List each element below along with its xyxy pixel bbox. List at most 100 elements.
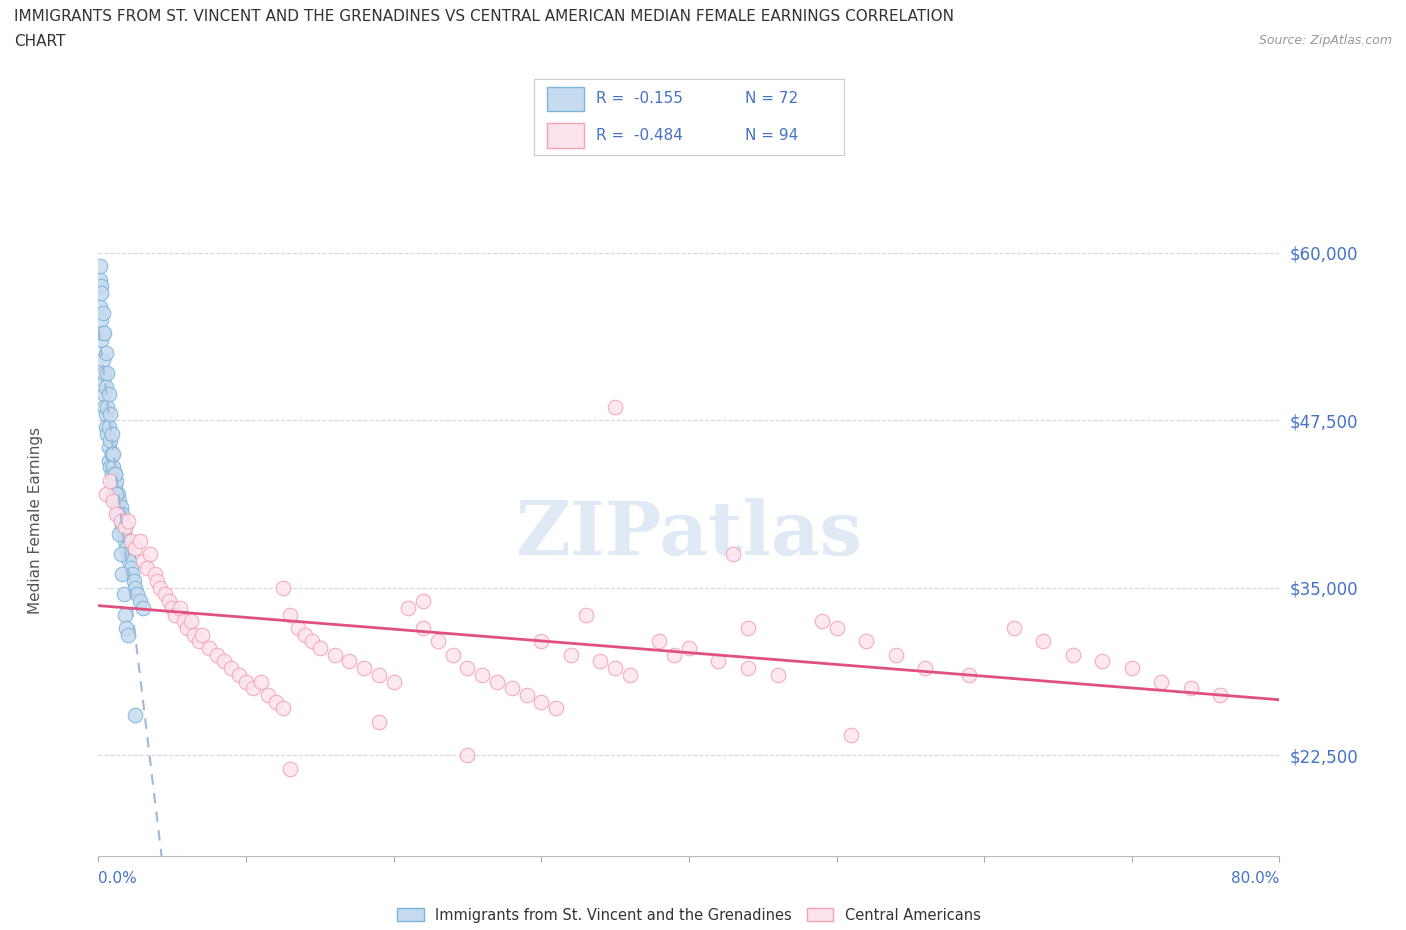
Point — [110, 513, 132, 528]
Point — [111, 507, 134, 522]
Point — [648, 634, 671, 649]
Point — [112, 526, 135, 541]
Point — [98, 406, 121, 421]
Point — [115, 620, 138, 635]
Point — [110, 500, 132, 515]
Point — [169, 601, 191, 616]
Point — [810, 614, 832, 629]
Point — [737, 660, 759, 675]
Point — [574, 607, 596, 622]
Point — [1032, 634, 1054, 649]
Point — [108, 493, 131, 508]
Point — [93, 400, 115, 415]
Point — [382, 674, 405, 689]
Point — [242, 681, 264, 696]
Point — [104, 467, 127, 482]
Point — [198, 641, 221, 656]
Point — [219, 660, 242, 675]
Point — [98, 433, 121, 448]
Point — [162, 601, 183, 616]
Point — [136, 560, 159, 575]
Point — [117, 513, 139, 528]
Point — [125, 587, 148, 602]
Point — [294, 627, 316, 642]
Point — [117, 627, 139, 642]
Point — [114, 520, 136, 535]
Point — [855, 634, 877, 649]
Point — [205, 647, 228, 662]
Point — [187, 634, 209, 649]
Point — [264, 694, 287, 709]
Text: IMMIGRANTS FROM ST. VINCENT AND THE GRENADINES VS CENTRAL AMERICAN MEDIAN FEMALE: IMMIGRANTS FROM ST. VINCENT AND THE GREN… — [14, 9, 955, 24]
Point — [103, 446, 125, 461]
Point — [94, 406, 117, 421]
Point — [1180, 681, 1202, 696]
Point — [110, 547, 132, 562]
Point — [180, 614, 202, 629]
Point — [149, 580, 172, 595]
Point — [173, 614, 195, 629]
Point — [191, 627, 214, 642]
Point — [721, 547, 744, 562]
Point — [278, 761, 302, 776]
Point — [97, 453, 120, 468]
Text: ZIPatlas: ZIPatlas — [516, 498, 862, 571]
Point — [103, 473, 125, 488]
Point — [128, 534, 150, 549]
Text: Source: ZipAtlas.com: Source: ZipAtlas.com — [1258, 34, 1392, 47]
Point — [94, 346, 117, 361]
Point — [619, 668, 641, 683]
Point — [309, 641, 332, 656]
Point — [412, 593, 434, 608]
Point — [96, 366, 118, 381]
Point — [91, 352, 114, 367]
Point — [114, 520, 136, 535]
Point — [486, 674, 509, 689]
Point — [530, 634, 553, 649]
Point — [1121, 660, 1143, 675]
Point — [97, 419, 120, 434]
Point — [678, 641, 700, 656]
Legend: Immigrants from St. Vincent and the Grenadines, Central Americans: Immigrants from St. Vincent and the Gren… — [392, 902, 986, 929]
Point — [132, 601, 155, 616]
Point — [91, 326, 114, 340]
Point — [97, 440, 120, 455]
Point — [90, 279, 112, 294]
Point — [605, 660, 627, 675]
Point — [914, 660, 936, 675]
Point — [1209, 687, 1232, 702]
Point — [90, 312, 112, 327]
Point — [100, 467, 122, 482]
Point — [121, 567, 143, 582]
Point — [839, 727, 862, 742]
Point — [287, 620, 309, 635]
Point — [107, 507, 129, 522]
Point — [530, 694, 553, 709]
Point — [471, 668, 494, 683]
Point — [107, 486, 129, 501]
Point — [100, 446, 122, 461]
Point — [94, 379, 117, 394]
Point — [98, 473, 121, 488]
Text: N = 94: N = 94 — [745, 128, 797, 143]
Point — [139, 547, 162, 562]
Point — [114, 534, 136, 549]
Point — [128, 593, 150, 608]
Point — [544, 701, 567, 716]
Point — [250, 674, 273, 689]
Point — [560, 647, 582, 662]
Point — [1150, 674, 1173, 689]
Point — [115, 540, 138, 555]
Point — [337, 654, 360, 669]
Point — [105, 473, 128, 488]
Point — [96, 400, 118, 415]
Point — [103, 459, 125, 474]
Point — [94, 486, 117, 501]
Point — [176, 620, 198, 635]
Point — [257, 687, 280, 702]
Point — [766, 668, 789, 683]
Point — [368, 668, 391, 683]
Point — [664, 647, 686, 662]
Point — [884, 647, 907, 662]
Point — [90, 286, 112, 300]
